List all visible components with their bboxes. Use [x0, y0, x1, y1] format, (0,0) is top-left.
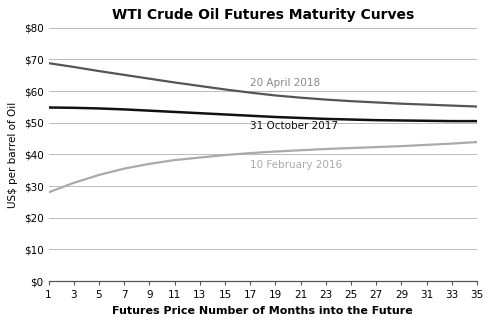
Text: 10 February 2016: 10 February 2016: [250, 160, 342, 170]
Text: 31 October 2017: 31 October 2017: [250, 121, 338, 131]
Y-axis label: US$ per barrel of Oil: US$ per barrel of Oil: [8, 101, 18, 207]
Title: WTI Crude Oil Futures Maturity Curves: WTI Crude Oil Futures Maturity Curves: [112, 8, 414, 22]
X-axis label: Futures Price Number of Months into the Future: Futures Price Number of Months into the …: [112, 306, 413, 316]
Text: 20 April 2018: 20 April 2018: [250, 78, 320, 88]
